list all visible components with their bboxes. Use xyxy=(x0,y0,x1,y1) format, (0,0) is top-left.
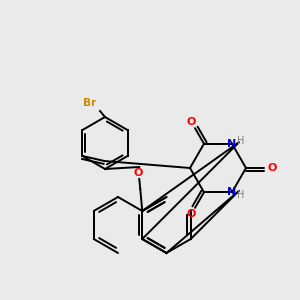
Text: N: N xyxy=(227,187,237,197)
Text: O: O xyxy=(134,168,143,178)
Text: N: N xyxy=(227,139,237,149)
Text: H: H xyxy=(237,136,245,146)
Text: Br: Br xyxy=(83,98,97,108)
Text: O: O xyxy=(187,209,196,219)
Text: O: O xyxy=(267,163,277,173)
Text: O: O xyxy=(187,117,196,127)
Text: H: H xyxy=(237,190,245,200)
